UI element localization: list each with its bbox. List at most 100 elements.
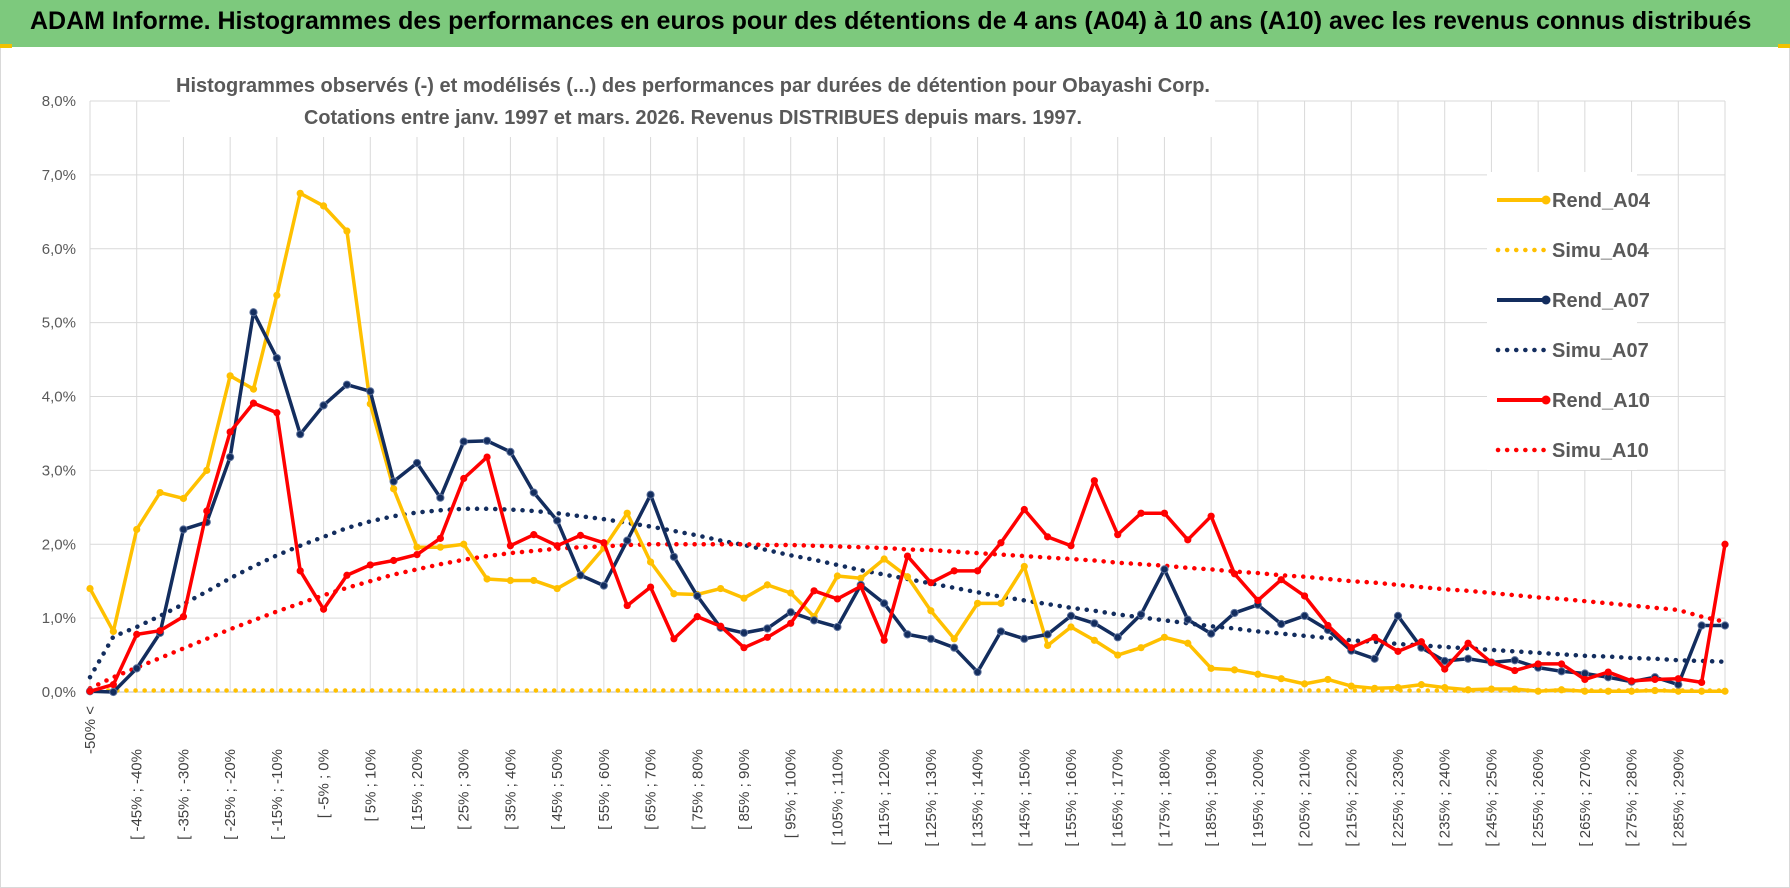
data-point [576, 531, 585, 539]
y-tick-label: 0,0% [42, 684, 76, 701]
data-point [833, 622, 842, 632]
data-point [927, 579, 935, 587]
data-point [1371, 633, 1379, 641]
data-point [1441, 683, 1449, 692]
data-point [903, 630, 912, 639]
series-line-rend_a10 [89, 401, 1727, 693]
data-point [1090, 477, 1098, 485]
data-point [1347, 682, 1355, 690]
x-tick-label: [ 135% ; 140% [970, 749, 987, 847]
data-point [203, 466, 211, 474]
data-point [436, 493, 445, 502]
y-tick-label: 1,0% [42, 610, 76, 627]
data-point [1160, 565, 1169, 574]
data-point [623, 601, 631, 610]
data-point [179, 494, 188, 503]
data-point [1487, 658, 1496, 667]
x-tick-label: [ 145% ; 150% [1016, 749, 1033, 847]
data-point [1721, 540, 1729, 548]
data-point [1207, 512, 1215, 520]
data-point [1604, 687, 1612, 695]
data-point [436, 534, 444, 542]
x-tick-label: [ 275% ; 280% [1624, 749, 1641, 847]
data-point [1581, 675, 1589, 684]
data-point [926, 634, 935, 643]
data-point [1651, 686, 1659, 695]
histogram-line-chart: 0,0% 1,0% 2,0% 3,0% 4,0% 5,0% 6,0% 7,0% 8,0% -50%… [42, 64, 1730, 847]
data-point [296, 189, 304, 197]
x-tick-label: [ -25% ; -20% [222, 749, 239, 840]
data-point [1160, 509, 1169, 517]
data-point [1627, 677, 1636, 685]
x-tick-label: [ 115% ; 120% [876, 749, 893, 845]
data-point [273, 409, 281, 417]
series-line-rend_a04 [88, 191, 1725, 694]
data-point [740, 644, 748, 652]
data-point [623, 509, 631, 517]
data-point [1044, 641, 1052, 650]
y-tick-label: 6,0% [42, 241, 76, 258]
data-point [1230, 570, 1239, 578]
x-tick-label: [ 195% ; 200% [1250, 749, 1267, 847]
data-point [1511, 685, 1519, 693]
data-point [950, 643, 959, 652]
data-point [390, 556, 398, 565]
data-point [1044, 533, 1052, 541]
data-point [390, 485, 398, 493]
data-point [880, 555, 888, 563]
y-tick-label: 8,0% [42, 93, 76, 110]
data-point [1441, 665, 1449, 673]
data-point [1324, 675, 1332, 684]
data-point [1277, 675, 1285, 683]
data-point [366, 387, 375, 396]
data-point [997, 599, 1005, 607]
data-point [1557, 667, 1566, 676]
data-point [973, 599, 982, 607]
banner-title: ADAM Informe. Histogrammes des performan… [30, 7, 1752, 35]
data-point [1230, 666, 1239, 674]
data-point [1066, 611, 1076, 621]
x-tick-label: [ -15% ; -10% [269, 749, 286, 840]
data-point [1277, 576, 1285, 584]
data-point [1137, 644, 1145, 652]
x-tick-label: [ -5% ; 0% [316, 749, 333, 818]
data-point [86, 687, 94, 695]
data-point [810, 587, 818, 595]
data-point [1697, 621, 1706, 630]
banner-accent-right [1778, 44, 1790, 48]
data-point [249, 308, 258, 317]
data-point [1020, 634, 1029, 643]
data-point [133, 630, 141, 638]
data-point [319, 202, 328, 210]
data-point [787, 589, 795, 597]
x-tick-label: [ 265% ; 270% [1577, 749, 1594, 847]
data-point [483, 453, 491, 461]
x-tick-label: [ 165% ; 170% [1110, 749, 1127, 847]
data-point [880, 599, 889, 608]
x-tick-label: [ 235% ; 240% [1437, 749, 1454, 847]
data-point [506, 576, 515, 585]
data-point [1114, 651, 1122, 659]
legend-label: Simu_A07 [1552, 340, 1649, 362]
data-point [1394, 647, 1402, 655]
data-point [109, 687, 118, 697]
data-point [296, 567, 304, 575]
y-tick-label: 7,0% [42, 167, 76, 184]
data-point [132, 664, 141, 673]
data-point [1347, 644, 1355, 652]
data-point [1370, 654, 1379, 663]
legend-label: Rend_A10 [1552, 390, 1650, 412]
legend-background [1487, 172, 1637, 470]
x-tick-label: [ 245% ; 250% [1483, 749, 1500, 847]
data-point [1674, 687, 1682, 695]
data-point [413, 543, 421, 551]
banner-accent-left [0, 44, 12, 48]
y-tick-label: 4,0% [42, 389, 76, 406]
data-point [506, 447, 515, 457]
data-point [1300, 680, 1309, 688]
data-point [1604, 668, 1612, 676]
legend-label: Simu_A10 [1552, 440, 1649, 462]
data-point [530, 576, 538, 585]
data-point [646, 558, 655, 566]
data-point [1557, 660, 1566, 668]
